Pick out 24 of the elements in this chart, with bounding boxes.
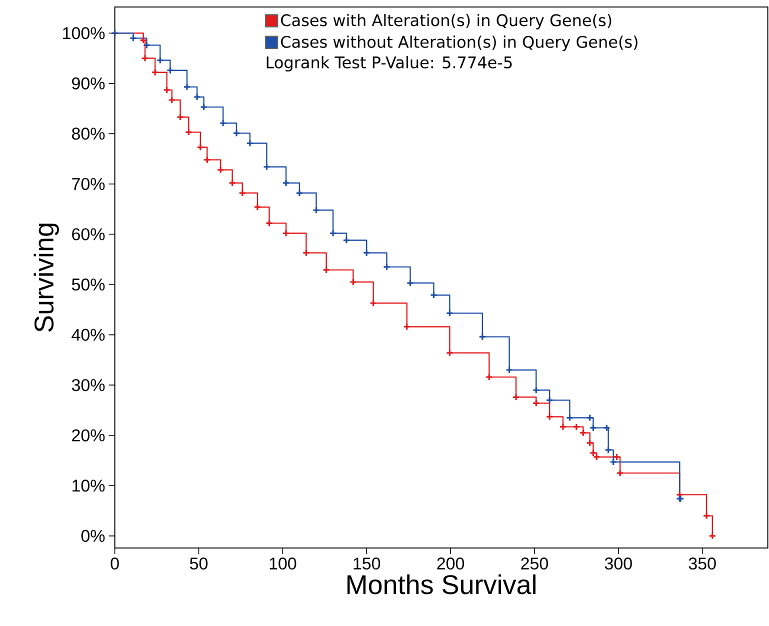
annotation: Logrank Test P-Value: 5.774e-5	[266, 56, 512, 72]
y-tick-label: 70%	[72, 178, 105, 190]
y-tick-label: 10%	[72, 480, 105, 492]
y-tick-label: 90%	[72, 77, 105, 90]
x-tick-label: 350	[688, 558, 716, 570]
legend-label: Cases with Alteration(s) in Query Gene(s)	[281, 14, 612, 30]
y-tick-label: 100%	[63, 27, 105, 40]
y-tick-label: 50%	[72, 278, 105, 291]
x-tick-label: 150	[354, 558, 380, 570]
x-axis-title: Months Survival	[347, 574, 536, 594]
x-tick-label: 0	[110, 558, 119, 570]
y-tick-label: 30%	[72, 379, 105, 392]
x-tick-label: 250	[521, 558, 548, 570]
y-tick-label: 40%	[72, 328, 105, 341]
y-tick-label: 60%	[72, 228, 105, 240]
y-axis-title: Surviving	[34, 224, 59, 332]
x-tick-label: 200	[437, 558, 464, 570]
legend-label: Cases without Alteration(s) in Query Gene(s)	[281, 36, 638, 52]
y-tick-label: 20%	[72, 429, 105, 442]
y-tick-label: 0%	[81, 530, 105, 542]
x-tick-label: 100	[270, 558, 296, 570]
y-tick-label: 80%	[72, 128, 105, 140]
x-tick-label: 300	[604, 558, 632, 570]
x-tick-label: 50	[190, 558, 208, 570]
